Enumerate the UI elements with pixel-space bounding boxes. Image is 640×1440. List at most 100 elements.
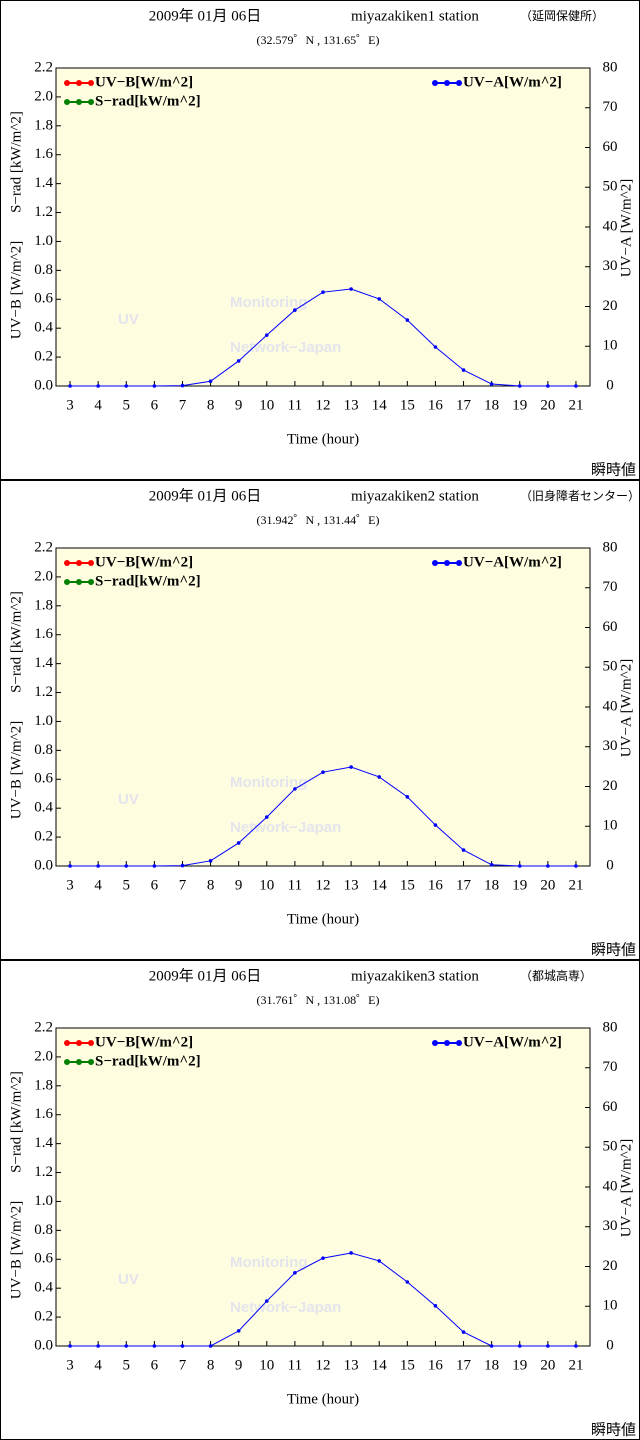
chart-panel: 2009年 01月 06日 miyazakiken3 station （都城高専） (…	[0, 960, 640, 1440]
data-point	[152, 1344, 157, 1348]
data-point	[321, 1256, 325, 1260]
data-point	[517, 384, 522, 388]
x-tick-label: 17	[456, 397, 472, 413]
y2-tick-label: 10	[603, 338, 618, 354]
chart-title: 2009年 01月 06日	[149, 487, 262, 504]
legend-marker	[64, 560, 70, 566]
y-axis-label: S−rad [kW/m^2]	[8, 111, 24, 213]
y-tick-label: 0.2	[34, 349, 53, 365]
x-tick-label: 8	[207, 1357, 215, 1373]
coordinates: (32.579゜N , 131.65゜E)	[257, 33, 380, 47]
data-point	[152, 384, 157, 388]
data-point	[293, 787, 297, 791]
y2-tick-label: 10	[603, 818, 618, 834]
legend-label: UV−A[W/m^2]	[463, 1034, 562, 1050]
data-point	[68, 1344, 72, 1348]
y2-axis-label: UV−A [W/m^2]	[618, 659, 634, 757]
legend-marker	[456, 80, 462, 86]
y2-tick-label: 80	[603, 539, 618, 555]
legend-marker	[76, 1040, 82, 1046]
y-axis-label: UV−B [W/m^2]	[8, 1201, 24, 1299]
y-tick-label: 0.6	[34, 291, 53, 307]
y-tick-label: 0.4	[34, 800, 53, 816]
y2-tick-label: 20	[603, 298, 618, 314]
y-axis-label: UV−B [W/m^2]	[8, 721, 24, 819]
station-location: （都城高専）	[520, 968, 592, 983]
y-tick-label: 0.2	[34, 1309, 53, 1325]
x-tick-label: 20	[540, 1357, 555, 1373]
data-point	[180, 383, 185, 388]
legend-label: UV−B[W/m^2]	[95, 74, 193, 90]
legend-marker	[64, 579, 70, 585]
x-tick-label: 17	[456, 1357, 472, 1373]
legend-marker	[456, 1040, 462, 1046]
y-tick-label: 1.8	[34, 1077, 53, 1093]
plot-area	[55, 1027, 591, 1347]
x-tick-label: 16	[428, 397, 444, 413]
x-tick-label: 4	[94, 1357, 102, 1373]
x-tick-label: 12	[316, 877, 331, 893]
legend-marker	[432, 560, 438, 566]
x-axis-label: Time (hour)	[287, 911, 359, 927]
y-tick-label: 1.2	[34, 684, 53, 700]
data-point	[96, 864, 100, 868]
x-tick-label: 9	[235, 877, 243, 893]
x-tick-label: 11	[288, 397, 302, 413]
y2-tick-label: 60	[603, 1099, 618, 1115]
x-tick-label: 14	[372, 397, 388, 413]
data-point	[264, 333, 269, 337]
y2-tick-label: 0	[606, 857, 614, 873]
y-tick-label: 0.8	[34, 262, 53, 278]
y-axis-label: S−rad [kW/m^2]	[8, 591, 24, 693]
legend-marker	[64, 1040, 70, 1046]
data-point	[489, 382, 494, 386]
watermark: Network−Japan	[230, 1299, 341, 1316]
x-tick-label: 10	[259, 877, 274, 893]
x-tick-label: 9	[235, 1357, 243, 1373]
data-point	[433, 345, 438, 349]
x-tick-label: 7	[179, 877, 187, 893]
x-tick-label: 7	[179, 1357, 187, 1373]
x-tick-label: 14	[372, 877, 388, 893]
data-point	[208, 379, 213, 384]
y2-tick-label: 80	[603, 1019, 618, 1035]
legend-marker	[64, 99, 70, 105]
note: 瞬時値	[591, 461, 636, 478]
x-tick-label: 19	[512, 1357, 527, 1373]
station-location: （旧身障者センター）	[520, 488, 640, 503]
data-point	[377, 775, 382, 779]
legend-label: UV−B[W/m^2]	[95, 1034, 193, 1050]
data-point	[433, 823, 438, 827]
y-tick-label: 1.2	[34, 1164, 53, 1180]
x-tick-label: 18	[484, 397, 499, 413]
x-tick-label: 21	[568, 397, 583, 413]
data-point	[208, 859, 213, 863]
data-point	[180, 1344, 185, 1348]
y2-tick-label: 20	[603, 1258, 618, 1274]
legend-label: S−rad[kW/m^2]	[95, 573, 201, 589]
legend-marker	[88, 560, 94, 566]
data-point	[293, 1271, 297, 1275]
y2-axis-label: UV−A [W/m^2]	[618, 179, 634, 277]
x-tick-label: 19	[512, 397, 527, 413]
data-point	[377, 1259, 382, 1263]
y2-tick-label: 60	[603, 619, 618, 635]
y-tick-label: 1.6	[34, 1106, 53, 1122]
legend-label: S−rad[kW/m^2]	[95, 1053, 201, 1069]
x-tick-label: 7	[179, 397, 187, 413]
x-tick-label: 4	[94, 397, 102, 413]
x-tick-label: 15	[400, 1357, 415, 1373]
y-tick-label: 1.4	[34, 1135, 53, 1151]
x-axis-label: Time (hour)	[287, 431, 359, 447]
legend-marker	[76, 1059, 82, 1065]
x-tick-label: 8	[207, 877, 215, 893]
x-tick-label: 13	[344, 397, 359, 413]
data-point	[124, 384, 129, 388]
station-name: miyazakiken1 station	[351, 8, 479, 24]
data-point	[574, 384, 578, 388]
data-point	[236, 1329, 241, 1333]
watermark: UV	[118, 1271, 139, 1288]
x-tick-label: 3	[66, 1357, 74, 1373]
data-point	[349, 287, 353, 291]
legend-marker	[432, 80, 438, 86]
